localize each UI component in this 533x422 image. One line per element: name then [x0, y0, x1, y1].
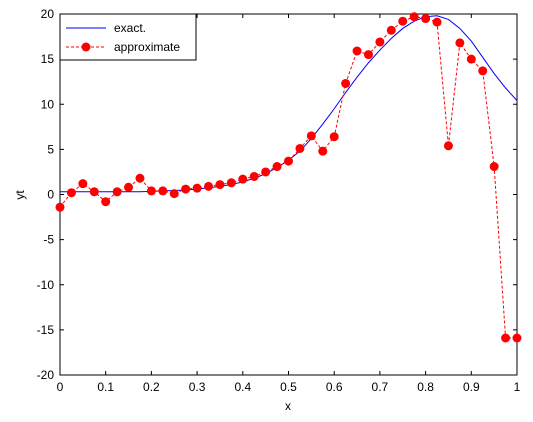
y-tick-label: 0: [47, 188, 54, 202]
data-point-approximate: [363, 50, 373, 60]
data-point-approximate: [112, 187, 122, 197]
data-point-approximate: [455, 38, 465, 48]
x-tick-label: 0.3: [189, 380, 206, 394]
data-point-approximate: [341, 78, 351, 88]
y-tick-label: -20: [37, 368, 55, 382]
x-tick-label: 0.2: [143, 380, 160, 394]
data-point-approximate: [432, 17, 442, 27]
data-point-approximate: [284, 156, 293, 166]
data-point-approximate: [489, 162, 499, 172]
x-axis-label: x: [285, 399, 291, 413]
data-point-approximate: [443, 141, 453, 151]
y-tick-label: 15: [41, 52, 55, 66]
x-tick-label: 0.8: [417, 380, 434, 394]
x-tick-label: 0.5: [280, 380, 297, 394]
data-point-approximate: [409, 12, 419, 22]
x-tick-label: 1: [514, 380, 521, 394]
x-tick-label: 0: [57, 380, 64, 394]
data-point-approximate: [295, 143, 305, 153]
data-point-approximate: [398, 16, 408, 26]
data-point-approximate: [89, 187, 99, 197]
data-point-approximate: [135, 173, 145, 183]
x-tick-label: 0.9: [463, 380, 480, 394]
data-point-approximate: [478, 66, 488, 76]
legend-label-exact: exact.: [114, 21, 146, 35]
x-tick-label: 0.6: [326, 380, 343, 394]
data-point-approximate: [512, 333, 522, 343]
data-point-approximate: [261, 167, 271, 177]
y-tick-label: -10: [37, 278, 55, 292]
legend-label-approximate: approximate: [114, 40, 180, 54]
x-tick-label: 0.7: [372, 380, 389, 394]
data-point-approximate: [306, 131, 316, 141]
series-layer: [55, 12, 522, 343]
y-tick-label: 5: [47, 142, 54, 156]
data-point-approximate: [421, 14, 431, 24]
data-point-approximate: [158, 186, 168, 196]
x-tick-label: 0.4: [234, 380, 251, 394]
data-point-approximate: [215, 180, 225, 190]
data-point-approximate: [146, 186, 156, 196]
data-point-approximate: [66, 188, 76, 198]
data-point-approximate: [192, 183, 202, 193]
y-tick-label: -5: [43, 233, 54, 247]
data-point-approximate: [78, 179, 88, 189]
y-tick-label: 10: [41, 97, 55, 111]
data-point-approximate: [238, 174, 248, 184]
data-point-approximate: [226, 178, 236, 188]
plot-area: [59, 13, 518, 376]
data-point-approximate: [352, 46, 362, 56]
legend: exact. approximate: [59, 13, 197, 61]
data-point-approximate: [375, 37, 385, 47]
legend-box: [59, 13, 197, 61]
legend-marker-approximate: [81, 42, 91, 52]
data-point-approximate: [204, 181, 214, 191]
data-point-approximate: [249, 171, 259, 181]
data-point-approximate: [169, 189, 179, 199]
y-tick-label: -15: [37, 323, 55, 337]
data-point-approximate: [55, 202, 65, 212]
data-point-approximate: [501, 333, 511, 343]
data-point-approximate: [101, 197, 111, 207]
y-tick-label: 20: [41, 7, 55, 21]
y-axis-label: yt: [13, 190, 27, 200]
series-line-approximate: [59, 16, 517, 339]
x-tick-label: 0.1: [97, 380, 114, 394]
data-point-approximate: [466, 54, 476, 64]
data-point-approximate: [181, 184, 191, 194]
data-point-approximate: [329, 132, 339, 142]
data-point-approximate: [272, 162, 282, 172]
data-point-approximate: [386, 25, 396, 35]
data-point-approximate: [124, 182, 134, 192]
data-point-approximate: [318, 146, 328, 156]
axis-ticks: 0 0.1 0.2 0.3 0.4 0.5 0.6 0.7 0.8 0.9 1 20 15 10 5 0 -5 -…: [37, 7, 521, 394]
